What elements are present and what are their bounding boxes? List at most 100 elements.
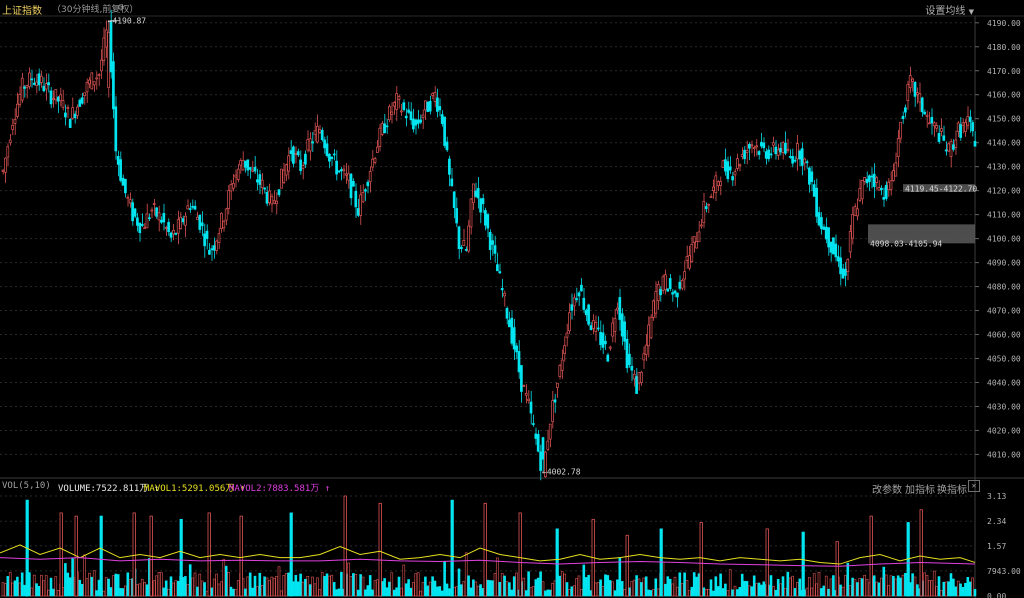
price-tick-label: 4130.00 [987, 163, 1021, 172]
volume-bar [815, 583, 818, 597]
volume-bar [479, 584, 482, 597]
candle-body [431, 93, 434, 96]
candle-body [863, 177, 866, 182]
candle-body [419, 119, 422, 123]
volume-bar [236, 580, 240, 597]
volume-bar [680, 583, 684, 597]
candle-body [76, 106, 79, 116]
volume-bar [210, 587, 214, 597]
volume-bar [966, 576, 970, 597]
candle-body [743, 149, 746, 160]
candle-body [145, 213, 149, 229]
volume-bar [343, 495, 347, 597]
volume-bar [265, 577, 269, 597]
candle-body [66, 107, 70, 109]
volume-bar [112, 575, 115, 597]
volume-bar [875, 581, 878, 597]
volume-bar [916, 584, 919, 597]
volume-bar [440, 590, 444, 597]
volume-bar [671, 583, 674, 597]
candle-body [203, 233, 206, 247]
volume-bar [16, 576, 19, 597]
volume-bar [397, 576, 401, 597]
volume-bar [460, 584, 463, 597]
volume-bar [964, 582, 967, 597]
candle-body [344, 173, 348, 176]
volume-bar [572, 585, 576, 597]
candle-body [846, 259, 850, 272]
volume-bar [212, 578, 216, 597]
volume-bar [299, 573, 302, 597]
volume-bar [227, 571, 230, 597]
ma-settings-button[interactable]: 设置均线 ▼ [925, 2, 974, 17]
price-tick-label: 4070.00 [987, 307, 1021, 316]
candle-body [215, 240, 218, 251]
candle-body [256, 179, 259, 183]
volume-bar [66, 572, 70, 597]
change-params-button[interactable]: 改参数 [872, 485, 902, 496]
volume-tick-label: 0.00 [987, 592, 1006, 598]
candle-body [913, 82, 917, 97]
candle-body [779, 147, 782, 153]
candle-body [944, 149, 948, 152]
candle-body [126, 196, 130, 199]
candle-body [620, 313, 624, 337]
volume-bar [109, 587, 113, 597]
volume-bar [712, 590, 715, 597]
candle-body [18, 94, 22, 105]
volume-bar [515, 572, 518, 597]
candle-body [479, 198, 482, 213]
candle-body [390, 111, 394, 115]
price-tick-label: 4080.00 [987, 283, 1021, 292]
volume-bar [469, 587, 473, 597]
candle-body [755, 145, 758, 148]
low-annotation: ←4002.78 [542, 468, 581, 477]
add-indicator-button[interactable]: 加指标 [905, 485, 935, 496]
candle-body [517, 351, 521, 373]
volume-bar [786, 571, 790, 597]
candle-body [306, 139, 310, 151]
gear-icon[interactable]: ⚙ [118, 2, 125, 13]
candle-body [724, 159, 727, 172]
candle-body [515, 345, 518, 353]
volume-bar [328, 575, 331, 597]
candle-body [424, 100, 427, 111]
volume-bar [949, 573, 953, 597]
volume-bar [49, 577, 53, 597]
candle-body [220, 212, 223, 229]
candle-body [4, 157, 7, 173]
price-tick-label: 4020.00 [987, 426, 1021, 435]
volume-bar [779, 583, 782, 597]
candle-body [481, 198, 485, 204]
volume-bar [347, 562, 350, 597]
candle-body [508, 319, 511, 328]
volume-bar [524, 590, 528, 597]
volume-bar [296, 581, 300, 597]
candle-body [392, 102, 396, 107]
candle-body [748, 143, 751, 149]
candle-body [532, 423, 535, 425]
volume-bar [601, 585, 605, 597]
candle-body [383, 123, 386, 134]
volume-bar [42, 580, 46, 597]
candle-body [618, 297, 622, 320]
volume-bar [793, 588, 797, 597]
volume-bar [692, 572, 696, 597]
candle-body [200, 222, 204, 227]
ma-settings-label: 设置均线 [925, 6, 966, 17]
volume-bar [745, 581, 749, 597]
candle-body [308, 138, 312, 152]
candle-body [690, 243, 694, 262]
volume-bar [695, 576, 698, 597]
volume-bar [956, 580, 960, 597]
volume-bar [582, 564, 586, 597]
volume-bar [412, 582, 415, 597]
price-tick-label: 4060.00 [987, 331, 1021, 340]
candle-body [707, 203, 710, 206]
close-icon[interactable]: ✕ [968, 480, 980, 492]
volume-bar [272, 577, 276, 597]
candle-body [676, 292, 679, 298]
switch-indicator-button[interactable]: 换指标 [937, 485, 967, 496]
candle-body [745, 150, 749, 153]
